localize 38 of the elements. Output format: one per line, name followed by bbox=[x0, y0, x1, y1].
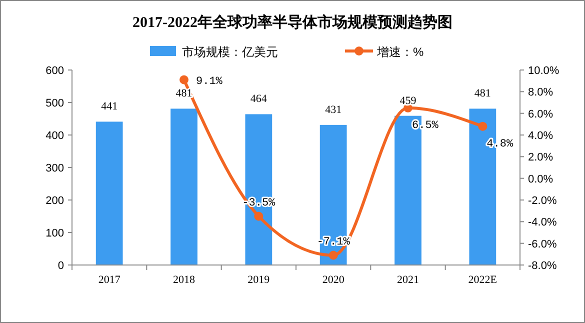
x-tick-label: 2021 bbox=[397, 274, 419, 286]
data-label: 431 bbox=[325, 104, 342, 116]
y2-tick-label: 6.0% bbox=[528, 108, 554, 120]
y2-tick-label: 2.0% bbox=[528, 152, 554, 164]
y2-tick-label: 10.0% bbox=[528, 65, 560, 77]
y2-tick-label: 4.0% bbox=[528, 130, 554, 142]
point bbox=[478, 122, 488, 131]
y-tick-label: 500 bbox=[46, 98, 64, 110]
x-tick-label: 2018 bbox=[173, 274, 196, 286]
x-tick-label: 2017 bbox=[98, 274, 121, 286]
point bbox=[254, 212, 264, 221]
y-tick-label: 600 bbox=[46, 65, 64, 77]
data-label: 459 bbox=[400, 94, 417, 107]
legend-label: 增速：% bbox=[376, 45, 424, 59]
y2-tick-label: -6.0% bbox=[528, 238, 557, 250]
bar bbox=[96, 122, 123, 265]
x-tick-label: 2019 bbox=[248, 274, 270, 286]
bar bbox=[170, 108, 198, 265]
chart-title: 2017-2022年全球功率半导体市场规模预测趋势图 bbox=[132, 13, 452, 31]
y-tick-label: 200 bbox=[46, 195, 64, 207]
point bbox=[328, 250, 338, 260]
y-tick-label: 100 bbox=[46, 228, 64, 240]
y2-tick-label: 0.0% bbox=[528, 173, 554, 186]
y-tick-label: 400 bbox=[46, 130, 64, 142]
y-tick-label: 0 bbox=[58, 260, 64, 272]
y2-tick-label: -4.0% bbox=[528, 216, 557, 229]
data-label: 9.1% bbox=[196, 76, 223, 88]
y2-tick-label: -2.0% bbox=[528, 195, 557, 207]
data-label: 441 bbox=[101, 100, 118, 113]
x-tick-label: 2022E bbox=[468, 274, 498, 286]
legend-label: 市场规模：亿美元 bbox=[182, 45, 278, 59]
y2-tick-label: -8.0% bbox=[528, 260, 557, 272]
data-label: 481 bbox=[474, 88, 491, 100]
y-tick-label: 300 bbox=[46, 162, 64, 174]
point bbox=[180, 75, 188, 84]
y2-tick-label: 8.0% bbox=[528, 86, 554, 99]
data-label: 464 bbox=[250, 93, 268, 106]
x-tick-label: 2020 bbox=[322, 274, 345, 286]
